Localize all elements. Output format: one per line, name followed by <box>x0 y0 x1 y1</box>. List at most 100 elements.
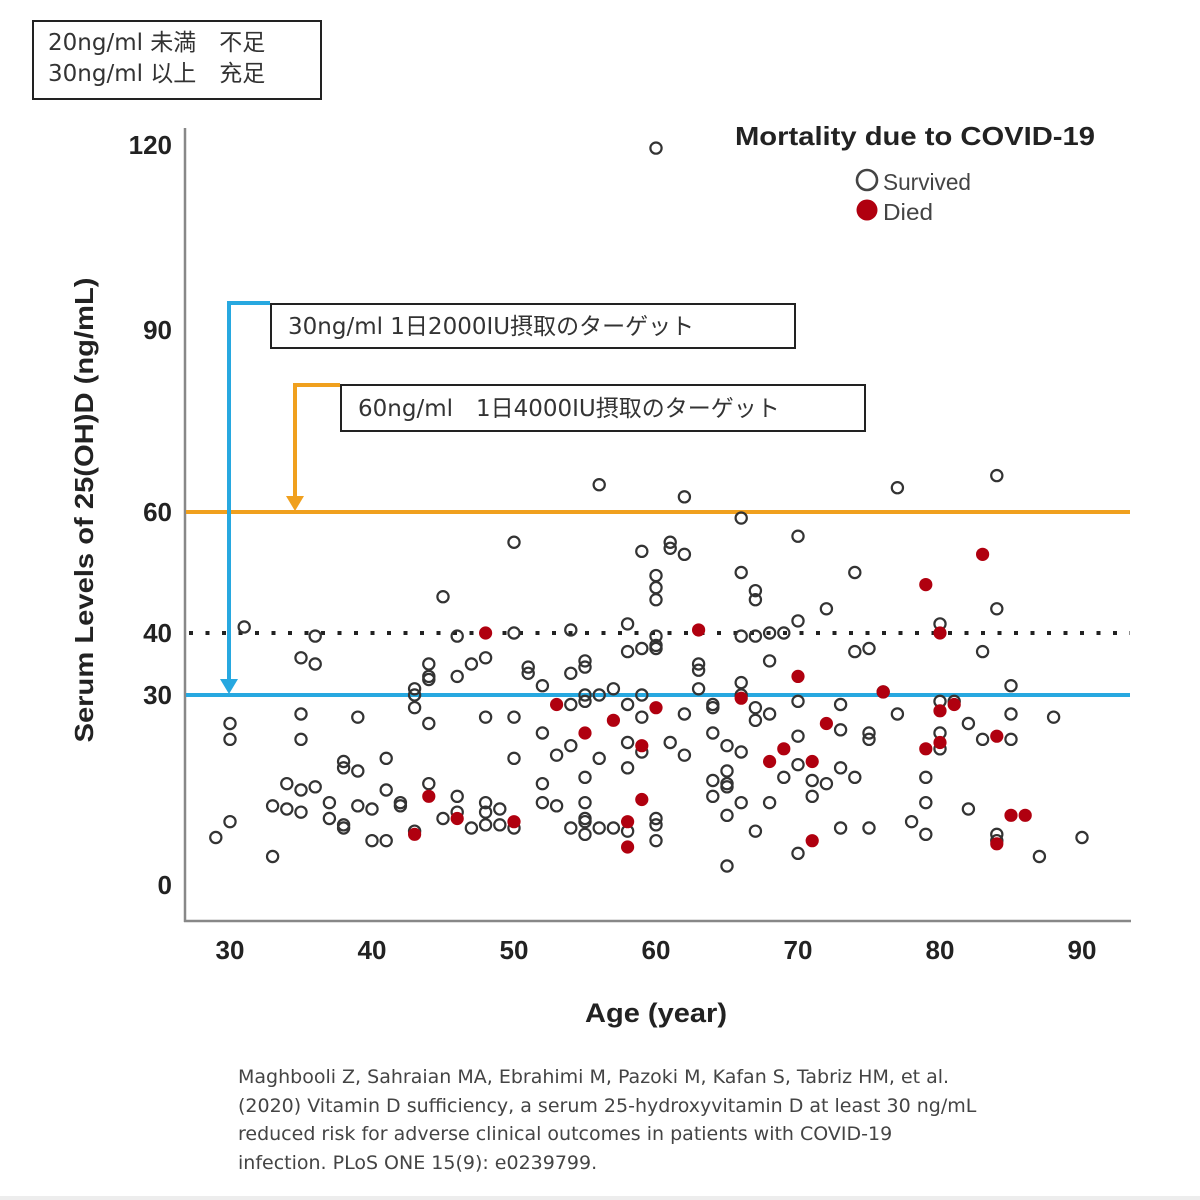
point-survived <box>1004 732 1018 747</box>
point-survived <box>265 799 280 813</box>
point-died <box>635 792 649 807</box>
point-survived <box>379 783 393 797</box>
point-survived <box>720 808 734 823</box>
point-survived <box>706 700 720 715</box>
point-survived <box>677 707 692 721</box>
point-survived <box>762 626 777 640</box>
point-survived <box>706 789 720 804</box>
point-survived <box>691 682 706 696</box>
point-survived <box>606 821 621 835</box>
point-died <box>692 623 706 637</box>
point-survived <box>620 617 635 631</box>
point-survived <box>549 799 564 813</box>
point-survived <box>592 821 606 835</box>
point-survived <box>407 682 422 696</box>
point-died <box>819 716 834 731</box>
point-survived <box>762 707 777 721</box>
point-survived <box>578 814 592 829</box>
point-survived <box>493 818 507 832</box>
citation-line: Maghbooli Z, Sahraian MA, Ebrahimi M, Pa… <box>238 1066 950 1088</box>
point-survived <box>833 821 848 835</box>
point-died <box>933 735 947 750</box>
point-survived <box>351 764 365 778</box>
point-survived <box>564 697 578 712</box>
point-died <box>876 685 890 699</box>
point-survived <box>635 641 649 656</box>
point-died <box>479 626 493 640</box>
point-survived <box>521 666 535 681</box>
point-survived <box>990 602 1004 616</box>
point-survived <box>507 626 521 640</box>
point-survived <box>649 818 663 832</box>
point-survived <box>578 688 592 702</box>
point-survived <box>294 805 308 819</box>
arrow-down-icon <box>286 496 304 511</box>
point-died <box>933 626 947 640</box>
point-survived <box>464 657 479 671</box>
x-tick-label: 70 <box>784 935 813 965</box>
y-axis-title: Serum Levels of 25(OH)D (ng/mL) <box>69 278 99 743</box>
point-survived <box>578 795 592 810</box>
point-survived <box>620 644 635 659</box>
point-survived <box>237 620 251 634</box>
point-survived <box>549 748 564 762</box>
point-survived <box>734 745 748 759</box>
point-died <box>606 713 621 727</box>
point-survived <box>407 700 422 715</box>
point-survived <box>848 644 862 659</box>
point-survived <box>336 754 351 769</box>
point-survived <box>805 773 819 788</box>
y-tick-label: 60 <box>143 497 172 527</box>
point-survived <box>1004 707 1018 721</box>
point-survived <box>734 565 748 580</box>
point-survived <box>578 654 592 668</box>
legend-died-marker <box>856 199 878 221</box>
point-survived <box>1004 679 1018 693</box>
point-survived <box>436 590 450 604</box>
point-died <box>933 704 947 718</box>
vitamin-d-status-note: 20ng/ml 未満 不足 30ng/ml 以上 充足 <box>32 20 322 100</box>
point-survived <box>777 770 791 785</box>
point-survived <box>748 713 763 728</box>
point-survived <box>507 535 521 549</box>
point-survived <box>564 666 578 681</box>
point-survived <box>507 751 521 766</box>
point-survived <box>833 723 848 737</box>
point-survived <box>322 811 337 826</box>
point-survived <box>706 773 720 788</box>
point-survived <box>1032 849 1047 864</box>
point-survived <box>450 629 464 643</box>
point-survived <box>464 821 479 835</box>
point-survived <box>663 541 677 556</box>
point-survived <box>1046 710 1061 724</box>
point-survived <box>890 707 905 721</box>
x-tick-label: 40 <box>358 935 387 965</box>
point-survived <box>691 663 706 677</box>
point-survived <box>635 710 649 724</box>
point-survived <box>620 735 635 750</box>
point-survived <box>919 827 933 842</box>
point-survived <box>280 776 294 791</box>
point-died <box>763 754 777 769</box>
point-survived <box>478 795 493 810</box>
point-survived <box>848 565 862 580</box>
point-died <box>649 701 663 715</box>
point-died <box>621 840 635 854</box>
point-survived <box>720 780 734 794</box>
point-survived <box>493 802 507 816</box>
point-survived <box>294 651 308 665</box>
point-survived <box>677 748 692 762</box>
point-survived <box>592 688 606 702</box>
point-died <box>976 547 990 561</box>
point-survived <box>649 593 663 607</box>
point-survived <box>649 833 663 848</box>
point-survived <box>294 707 308 721</box>
point-survived <box>535 726 550 740</box>
point-survived <box>734 629 748 643</box>
point-died <box>422 789 436 803</box>
point-survived <box>535 776 550 791</box>
legend: Mortality due to COVID-19 Survived Died <box>735 121 1095 225</box>
point-survived <box>564 821 578 835</box>
point-survived <box>223 732 237 747</box>
point-survived <box>379 751 393 766</box>
